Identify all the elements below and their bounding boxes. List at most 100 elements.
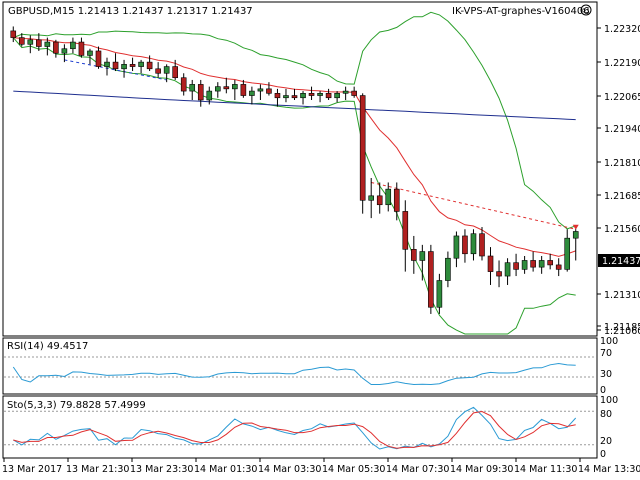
candle-body	[121, 64, 127, 70]
candle-body	[206, 90, 213, 101]
candle	[300, 91, 306, 105]
candle	[189, 79, 196, 100]
candle	[428, 244, 434, 314]
chart-signature: IK-VPS-AT-graphes-V160406	[452, 6, 590, 17]
candle	[368, 178, 375, 219]
candle-body	[257, 88, 264, 92]
candle-body	[342, 90, 349, 94]
candle	[249, 86, 255, 105]
time-tick-label: 13 Mar 2017	[2, 464, 62, 475]
candle-body	[197, 84, 204, 101]
stoch-level-100: 100	[600, 395, 618, 406]
candle-body	[470, 233, 477, 255]
candle	[555, 258, 562, 277]
candle-body	[462, 235, 468, 255]
candle	[155, 62, 161, 78]
candle-body	[61, 48, 68, 54]
candle-body	[368, 195, 375, 201]
rsi-line	[12, 362, 576, 386]
candle-body	[53, 41, 59, 54]
stochastic-main-line	[13, 406, 577, 450]
candle-body	[547, 260, 553, 266]
candle-body	[555, 264, 562, 270]
trend-line-blue	[64, 59, 167, 81]
symbol-header: GBPUSD,M15 1.21413 1.21437 1.21317 1.214…	[8, 6, 253, 17]
stoch-level-80: 80	[600, 409, 612, 420]
candle	[266, 82, 272, 96]
candle-body	[223, 86, 230, 90]
candle	[129, 57, 136, 72]
candle-body	[496, 271, 502, 277]
candle-body	[283, 95, 289, 99]
smiley-icon	[580, 4, 592, 16]
candle-body	[393, 188, 400, 212]
candle	[453, 231, 460, 268]
candle-body	[308, 93, 315, 96]
candle	[240, 79, 247, 98]
candle-body	[87, 50, 93, 56]
candle-body	[351, 90, 357, 96]
candle-body	[479, 233, 485, 257]
candle	[487, 247, 494, 285]
candle	[496, 260, 502, 288]
candle	[538, 256, 545, 274]
candle-body	[334, 93, 340, 99]
main-price-panel[interactable]	[2, 1, 598, 337]
candle-body	[18, 37, 25, 45]
stochastic-title: Sto(5,3,3) 79.8828 57.4999	[7, 400, 146, 411]
price-tick-label: 1.22190	[604, 58, 640, 69]
candle	[18, 33, 25, 47]
stochastic-panel[interactable]	[2, 395, 598, 459]
candle	[274, 88, 281, 107]
price-tick-label: 1.21310	[604, 290, 640, 301]
candle	[283, 88, 289, 103]
candle-body	[445, 257, 451, 281]
price-axis: 1.22320 1.22190 1.22065 1.21940 1.21810 1.216…	[597, 24, 640, 337]
candle	[521, 256, 528, 274]
rsi-panel[interactable]	[2, 337, 598, 395]
candle	[61, 44, 68, 63]
time-tick-label: 14 Mar 05:30	[322, 464, 385, 475]
candle-body	[95, 50, 102, 67]
candle	[564, 229, 571, 272]
candle	[95, 46, 102, 69]
price-tick-label: 1.21560	[604, 224, 640, 235]
rsi-title: RSI(14) 49.4517	[7, 341, 88, 352]
candle	[121, 59, 127, 78]
stochastic-signal-line	[13, 410, 576, 449]
candle	[393, 182, 400, 221]
candle	[146, 55, 153, 72]
price-tick-label: 1.21810	[604, 158, 640, 169]
candle	[172, 59, 178, 80]
candle-body	[572, 231, 579, 239]
candle	[36, 33, 42, 51]
time-tick-label: 14 Mar 11:30	[514, 464, 577, 475]
rsi-level-30: 30	[600, 369, 612, 380]
candle	[163, 64, 170, 83]
candle	[411, 235, 417, 274]
current-price-tag: 1.21437	[598, 254, 640, 267]
candle	[470, 229, 477, 261]
candle-body	[359, 95, 366, 201]
candle-body	[249, 90, 255, 96]
candle-body	[504, 262, 511, 277]
candle-body	[419, 251, 426, 261]
candle	[70, 37, 76, 54]
candle	[376, 182, 383, 214]
candle-body	[232, 84, 238, 90]
candle	[308, 86, 315, 100]
candle	[462, 229, 468, 263]
candle-body	[385, 188, 392, 206]
candle-body	[300, 93, 306, 99]
candle-body	[564, 237, 571, 270]
bollinger-upper-band	[13, 11, 576, 230]
price-tick-label: 1.21185	[604, 322, 640, 333]
price-tick-label: 1.21940	[604, 124, 640, 135]
candle-body	[428, 251, 434, 308]
candle-body	[291, 95, 298, 99]
candle-body	[155, 68, 161, 74]
candle-body	[112, 61, 119, 70]
rsi-level-0: 0	[600, 385, 606, 396]
price-tick-label: 1.21685	[604, 191, 640, 202]
